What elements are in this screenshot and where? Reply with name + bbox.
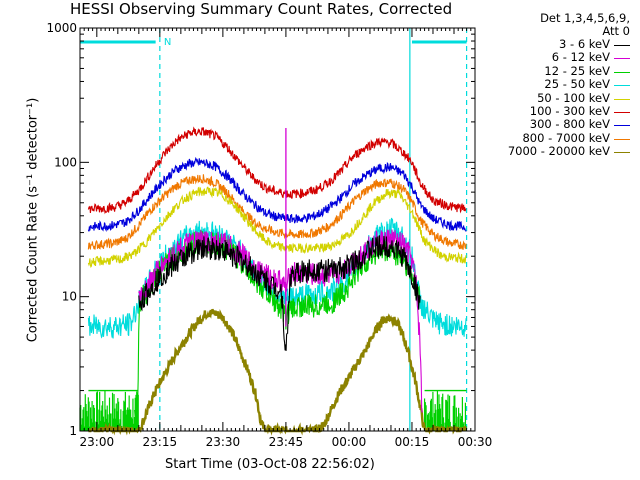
legend-entry-label: 6 - 12 keV (551, 50, 610, 65)
legend-entry-3: 25 - 50 keV (500, 77, 636, 92)
x-tick-label-0: 23:00 (80, 435, 115, 449)
legend-entry-7: 800 - 7000 keV (500, 130, 636, 145)
series-line-4 (87, 186, 467, 268)
plot-frame (79, 27, 476, 432)
x-tick-label-3: 23:45 (269, 435, 304, 449)
legend-entry-4: 50 - 100 keV (500, 90, 636, 105)
legend: Det 1,3,4,5,6,9, Att 0 3 - 6 keV 6 - 12 k… (500, 12, 636, 159)
legend-entry-label: 25 - 50 keV (544, 77, 610, 92)
legend-entries: 3 - 6 keV 6 - 12 keV 12 - 25 keV 25 - 50 ke… (500, 37, 636, 159)
series-line-0 (138, 235, 421, 351)
legend-entry-8: 7000 - 20000 keV (500, 144, 636, 159)
legend-swatch (614, 98, 630, 100)
plot-area: N (79, 28, 468, 436)
series-line-8 (88, 308, 467, 436)
legend-entry-label: 300 - 800 keV (529, 117, 610, 132)
legend-header-line-2: Att 0 (602, 24, 630, 38)
legend-swatch (614, 138, 630, 140)
x-axis-label: Start Time (03-Oct-08 22:56:02) (165, 457, 375, 472)
y-tick-label-0: 1 (69, 424, 77, 438)
legend-swatch (614, 152, 630, 154)
chart-title: HESSI Observing Summary Count Rates, Cor… (70, 0, 453, 18)
y-tick-label-3: 1000 (46, 21, 77, 35)
axes: 1 10 100 1000 23:00 23:15 23:30 23:45 00:00 00:15… (46, 21, 492, 449)
series-line-1 (138, 228, 423, 413)
legend-entry-2: 12 - 25 keV (500, 63, 636, 78)
legend-swatch (614, 111, 630, 113)
legend-swatch (614, 45, 630, 46)
legend-swatch (614, 58, 630, 60)
legend-entry-label: 50 - 100 keV (537, 90, 610, 105)
legend-entry-label: 3 - 6 keV (559, 37, 610, 51)
x-tick-label-5: 00:15 (395, 435, 430, 449)
legend-header-line-1: Det 1,3,4,5,6,9, (540, 11, 630, 25)
y-axis-label: Corrected Count Rate (s⁻¹ detector⁻¹) (25, 97, 41, 343)
x-tick-label-2: 23:30 (206, 435, 241, 449)
legend-swatch (614, 125, 630, 127)
series-line-5 (87, 126, 467, 215)
legend-entry-label: 100 - 300 keV (529, 103, 610, 118)
night-marker-label: N (164, 37, 171, 48)
legend-entry-1: 6 - 12 keV (500, 50, 636, 65)
series-line-6 (87, 156, 467, 232)
legend-entry-label: 7000 - 20000 keV (507, 144, 610, 159)
legend-swatch (614, 71, 630, 73)
legend-entry-0: 3 - 6 keV (500, 37, 636, 51)
legend-entry-5: 100 - 300 keV (500, 103, 636, 118)
legend-entry-label: 800 - 7000 keV (522, 130, 610, 145)
x-tick-label-6: 00:30 (458, 435, 493, 449)
legend-swatch (614, 85, 630, 87)
legend-entry-6: 300 - 800 keV (500, 117, 636, 132)
series-line-7 (87, 174, 467, 251)
x-tick-label-4: 00:00 (332, 435, 367, 449)
y-tick-label-2: 100 (54, 155, 77, 169)
legend-entry-label: 12 - 25 keV (544, 63, 610, 78)
x-tick-label-1: 23:15 (143, 435, 178, 449)
y-tick-label-1: 10 (62, 290, 77, 304)
